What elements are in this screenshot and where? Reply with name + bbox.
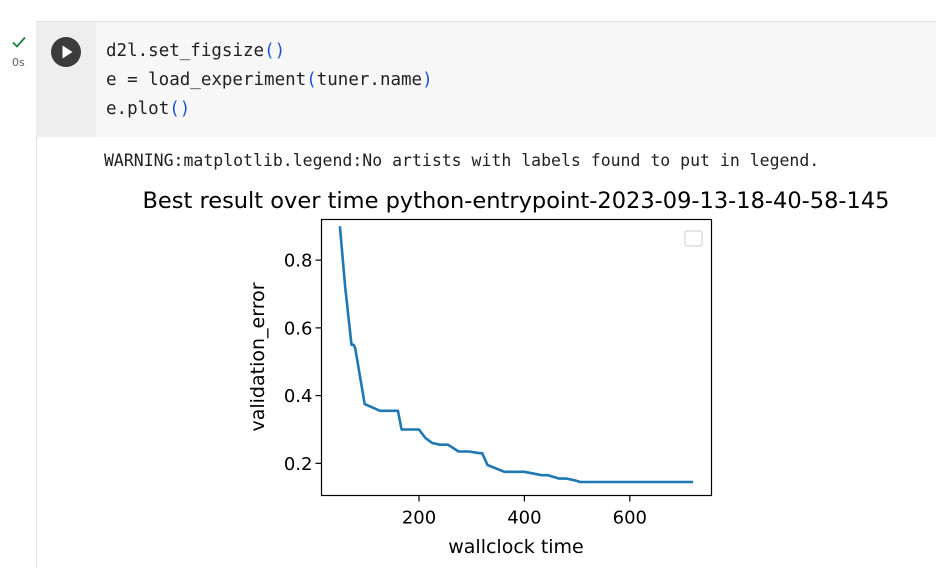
legend-box	[684, 230, 703, 247]
x-tick-label: 400	[507, 508, 541, 529]
code-line-1: d2l.set_figsize()	[106, 41, 286, 61]
y-tick-label: 0.8	[284, 251, 313, 272]
cell-gutter: 0s	[0, 0, 36, 568]
x-tick-label: 200	[402, 508, 436, 529]
chart-title: Best result over time python-entrypoint-…	[143, 188, 890, 214]
y-axis-label: validation_error	[247, 282, 269, 431]
x-axis-label: wallclock time	[448, 536, 584, 558]
play-icon	[62, 45, 73, 59]
code-line-3: e.plot()	[106, 99, 191, 119]
y-tick-label: 0.6	[284, 318, 313, 339]
plot-area	[320, 218, 713, 497]
checkmark-icon	[12, 36, 26, 48]
y-axis-ticks: 0.2 0.4 0.6 0.8	[284, 251, 322, 475]
notebook-cell	[36, 21, 936, 568]
y-tick-label: 0.2	[284, 454, 313, 475]
warning-message: WARNING:matplotlib.legend:No artists wit…	[104, 151, 820, 170]
run-cell-button[interactable]	[51, 37, 81, 67]
code-editor[interactable]	[36, 22, 936, 137]
code-lines[interactable]: d2l.set_figsize() e = load_experiment(tu…	[106, 37, 433, 124]
x-tick-label: 600	[613, 508, 647, 529]
code-line-2: e = load_experiment(tuner.name)	[106, 70, 433, 90]
y-tick-label: 0.4	[284, 386, 313, 407]
x-axis-ticks: 200 400 600	[402, 495, 647, 529]
execution-time: 0s	[12, 56, 25, 69]
validation-error-line	[338, 226, 694, 484]
